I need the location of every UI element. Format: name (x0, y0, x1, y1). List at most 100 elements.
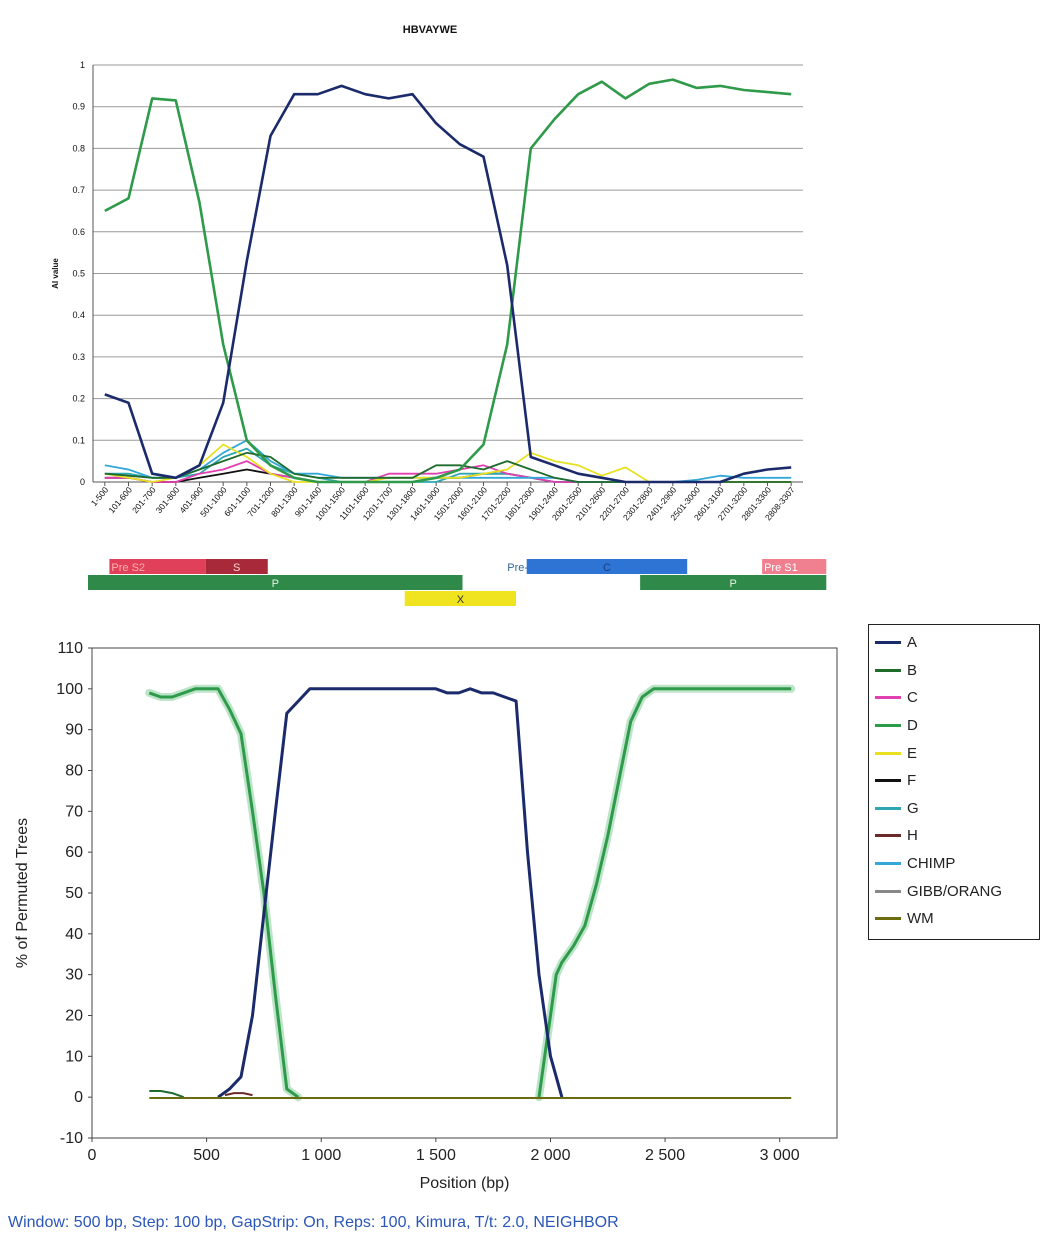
legend-swatch (875, 862, 901, 866)
legend-swatch (875, 806, 901, 810)
legend-label: F (907, 772, 917, 790)
legend-item: CHIMP (875, 850, 1039, 878)
legend-swatch (875, 751, 901, 755)
gene-label: C (603, 562, 611, 574)
legend-item: H (875, 822, 1039, 850)
y-tick-label: 30 (65, 967, 83, 984)
series-line-a (104, 84, 792, 484)
x-tick-label: 1 000 (301, 1147, 341, 1164)
gene-block (109, 559, 206, 574)
x-axis-label: Position (bp) (420, 1175, 510, 1192)
gene-block (205, 559, 268, 574)
x-tick-label: 201-700 (130, 485, 158, 516)
y-tick-label: 50 (65, 885, 83, 902)
legend-item: G (875, 795, 1039, 823)
bootscan-chart: -10 0 10 20 30 40 50 60 70 80 90 100 110 0 500 1 000 1 5… (14, 640, 838, 1192)
legend-label: CHIMP (907, 855, 956, 873)
x-tick-label: 3 000 (760, 1147, 800, 1164)
x-tick-label: 301-800 (154, 485, 182, 516)
legend-swatch (875, 917, 901, 921)
y-tick-label: 0.3 (72, 352, 85, 362)
y-tick-label: 90 (65, 722, 83, 739)
legend-swatch (875, 779, 901, 783)
series-line-d (104, 78, 792, 484)
legend-label: D (907, 717, 918, 735)
legend-item: C (875, 684, 1039, 712)
y-tick-label: 0.6 (72, 227, 85, 237)
legend-label: GIBB/ORANG (907, 882, 1003, 900)
gene-label: S (233, 562, 240, 574)
y-tick-label: 0.5 (72, 269, 85, 279)
y-tick-label: 0.4 (72, 310, 85, 320)
gene-block (762, 559, 827, 574)
y-tick-label: 0 (80, 477, 85, 487)
legend-label: B (907, 661, 918, 679)
y-tick-label: 70 (65, 803, 83, 820)
legend-item: WM (875, 905, 1039, 933)
chart-legend: A B C D E F G H CHIMP GIBB/ORANG WM (868, 624, 1040, 940)
gene-label: X (457, 594, 465, 606)
x-tick-label: 0 (88, 1147, 97, 1164)
ai-value-chart: HBVAYWE 0 0.1 0.2 0.3 0.4 0.5 0.6 0.7 0.8 0.9 1 AI v… (51, 24, 803, 522)
gene-block (404, 591, 516, 606)
y-tick-label: 0.8 (72, 143, 85, 153)
gene-label: Pre S2 (111, 562, 145, 574)
legend-swatch (875, 696, 901, 700)
legend-item: A (875, 629, 1039, 657)
legend-item: GIBB/ORANG (875, 877, 1039, 905)
series-line-d (537, 687, 792, 1098)
series-line-h (224, 1092, 253, 1097)
y-tick-label: 10 (65, 1048, 83, 1065)
y-tick-label: 0 (74, 1089, 83, 1106)
gene-block (88, 575, 463, 590)
y-tick-label: 0.9 (72, 102, 85, 112)
x-tick-label: 500 (193, 1147, 220, 1164)
legend-item: B (875, 657, 1039, 685)
x-tick-label: 101-600 (106, 485, 134, 516)
x-tick-label: 1 500 (416, 1147, 456, 1164)
legend-item: F (875, 767, 1039, 795)
y-tick-label: 40 (65, 926, 83, 943)
y-axis-label: % of Permuted Trees (14, 818, 31, 968)
x-tick-label: 2 000 (530, 1147, 570, 1164)
gene-label: P (730, 578, 737, 590)
y-tick-label: 0.7 (72, 185, 85, 195)
legend-swatch (875, 834, 901, 838)
legend-item: D (875, 712, 1039, 740)
legend-swatch (875, 668, 901, 672)
legend-swatch (875, 724, 901, 728)
legend-label: H (907, 827, 918, 845)
series-line-a (217, 687, 564, 1099)
y-tick-label: 60 (65, 844, 83, 861)
legend-label: E (907, 744, 918, 762)
y-tick-label: 0.1 (72, 435, 85, 445)
legend-label: C (907, 689, 918, 707)
y-axis-label: AI value (51, 258, 60, 289)
x-tick-label: 1-500 (89, 485, 111, 508)
gene-block (505, 559, 527, 574)
legend-swatch (875, 889, 901, 893)
gene-label: Pre S1 (764, 562, 798, 574)
y-tick-label: 0.2 (72, 394, 85, 404)
gene-block (526, 559, 688, 574)
gene-label: P (272, 578, 279, 590)
legend-item: E (875, 739, 1039, 767)
y-tick-label: 20 (65, 1008, 83, 1025)
y-tick-label: 110 (57, 640, 83, 657)
y-tick-label: -10 (60, 1130, 83, 1147)
gene-block (640, 575, 827, 590)
series-line-b (149, 1090, 185, 1099)
analysis-parameters: Window: 500 bp, Step: 100 bp, GapStrip: … (8, 1214, 619, 1231)
legend-label: A (907, 634, 918, 652)
legend-swatch (875, 641, 901, 645)
plot-area (91, 647, 838, 1139)
legend-label: WM (907, 910, 934, 928)
legend-label: G (907, 799, 919, 817)
y-tick-label: 100 (56, 681, 83, 698)
x-tick-label: 2 500 (645, 1147, 685, 1164)
y-tick-label: 1 (80, 60, 85, 70)
series-line-d (148, 687, 300, 1099)
y-tick-label: 80 (65, 763, 83, 780)
chart-title: HBVAYWE (403, 24, 457, 36)
